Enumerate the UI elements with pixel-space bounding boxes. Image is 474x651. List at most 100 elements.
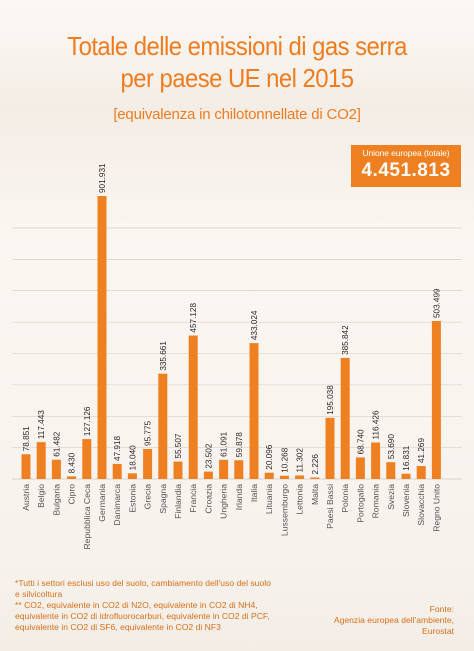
x-tick-label: Svezia: [386, 484, 396, 510]
bar: [325, 417, 335, 479]
eu-total-value: 4.451.813: [361, 160, 451, 181]
eu-total-box: Unione europea (totale) 4.451.813: [351, 145, 461, 187]
chart-title-line1: Totale delle emissioni di gas serra: [67, 31, 407, 61]
bar: [249, 343, 259, 479]
bar: [355, 457, 365, 479]
data-label: 116.426: [372, 410, 381, 439]
x-tick-label: Lettonia: [295, 484, 305, 515]
source-line: Fonte:: [429, 604, 454, 614]
x-tick-label: Spagna: [158, 484, 168, 514]
data-label: 23.502: [204, 443, 213, 468]
data-label: 55.507: [174, 433, 183, 458]
footnote-line: equivalente in CO2 di SF6, equivalente i…: [15, 622, 221, 632]
x-tick-label: Estonia: [127, 484, 137, 513]
x-tick-label: Bulgaria: [51, 484, 61, 516]
bar: [112, 463, 122, 479]
data-label: 61.482: [52, 431, 61, 456]
bar: [386, 462, 396, 479]
x-tick-label: Germania: [97, 484, 107, 522]
x-tick-label: Romania: [371, 484, 381, 519]
data-label: 68.740: [356, 429, 365, 454]
source: Fonte: Agenzia europea dell'ambiente, Eu…: [334, 604, 454, 637]
data-label: 16.831: [402, 445, 411, 470]
bar: [371, 442, 381, 479]
data-label: 2.226: [311, 454, 320, 475]
bar: [279, 475, 289, 479]
x-tick-label: Ungheria: [219, 484, 229, 519]
x-tick-label: Belgio: [36, 484, 46, 508]
chart-title: Totale delle emissioni di gas serra per …: [19, 30, 455, 94]
footnote-line: ** CO2, equivalente in CO2 di N2O, equiv…: [15, 600, 258, 610]
x-tick-label: Slovenia: [401, 484, 411, 517]
data-label: 127.126: [83, 406, 92, 436]
bar-chart: 78.851 Austria 117.443 Belgio 61.482 Bulgaria…: [12, 163, 462, 550]
data-label: 10.268: [280, 447, 289, 472]
x-tick-label: Austria: [21, 484, 31, 511]
bar: [97, 196, 107, 479]
bar: [36, 442, 46, 479]
bar: [188, 335, 198, 479]
x-tick-label: Cipro: [67, 484, 77, 505]
bar: [173, 461, 183, 479]
data-label: 195.038: [326, 385, 335, 415]
bar: [203, 471, 213, 479]
source-line: Eurostat: [421, 626, 454, 636]
data-label: 457.128: [189, 303, 198, 333]
x-tick-label: Portogallo: [355, 484, 365, 523]
bar: [401, 473, 411, 479]
x-tick-label: Polonia: [340, 484, 350, 513]
bar: [158, 373, 168, 479]
bar: [295, 475, 305, 479]
data-label: 95.775: [144, 420, 153, 445]
footnote: *Tutti i settori esclusi uso del suolo, …: [15, 578, 315, 633]
data-label: 8.430: [68, 452, 77, 473]
x-tick-label: Lussemburgo: [279, 484, 289, 536]
data-label: 503.499: [432, 288, 441, 318]
footnote-line: equivalente in CO2 di idrofluorocarburi,…: [15, 611, 270, 621]
bar: [82, 439, 92, 479]
x-tick-label: Danimarca: [112, 484, 122, 526]
data-label: 61.091: [220, 431, 229, 456]
bar: [264, 472, 274, 479]
x-tick-label: Paesi Bassi: [325, 484, 335, 529]
x-tick-label: Italia: [249, 484, 259, 502]
footnote-line: e silvicoltura: [15, 589, 63, 599]
chart-title-line2: per paese UE nel 2015: [120, 63, 354, 93]
x-tick-label: Lituania: [264, 484, 274, 514]
bar: [21, 454, 31, 479]
x-tick-label: Repubblica Ceca: [82, 484, 92, 550]
bar: [340, 357, 350, 479]
bar: [431, 321, 441, 479]
data-label: 47.918: [113, 435, 122, 460]
bar: [127, 473, 137, 479]
x-tick-label: Slovacchia: [416, 484, 426, 526]
data-label: 385.842: [341, 325, 350, 355]
data-label: 335.661: [159, 341, 168, 371]
x-tick-label: Finlandia: [173, 484, 183, 519]
bar: [310, 477, 320, 479]
data-label: 433.024: [250, 310, 259, 340]
data-label: 53.690: [387, 434, 396, 459]
data-label: 11.302: [296, 448, 305, 473]
x-tick-label: Grecia: [143, 484, 153, 510]
bar: [219, 459, 229, 479]
bar: [51, 459, 61, 479]
data-label: 78.851: [22, 426, 31, 451]
data-label: 20.096: [265, 444, 274, 469]
data-label: 18.040: [128, 445, 137, 470]
bar: [67, 476, 77, 479]
x-tick-label: Malta: [310, 484, 320, 505]
bar: [143, 448, 153, 479]
data-label: 117.443: [37, 410, 46, 439]
data-label: 59.878: [235, 432, 244, 457]
chart-subtitle: [equivalenza in chilotonnellate di CO2]: [113, 106, 361, 123]
source-line: Agenzia europea dell'ambiente,: [333, 615, 454, 625]
data-label: 41.269: [417, 438, 426, 463]
data-label: 901.931: [98, 163, 107, 193]
x-tick-label: Irlanda: [234, 484, 244, 510]
bar: [416, 466, 426, 479]
eu-total-label: Unione europea (totale): [362, 148, 450, 158]
x-tick-label: Francia: [188, 484, 198, 513]
x-tick-label: Regno Unito: [431, 484, 441, 532]
footnote-line: *Tutti i settori esclusi uso del suolo, …: [15, 578, 271, 588]
